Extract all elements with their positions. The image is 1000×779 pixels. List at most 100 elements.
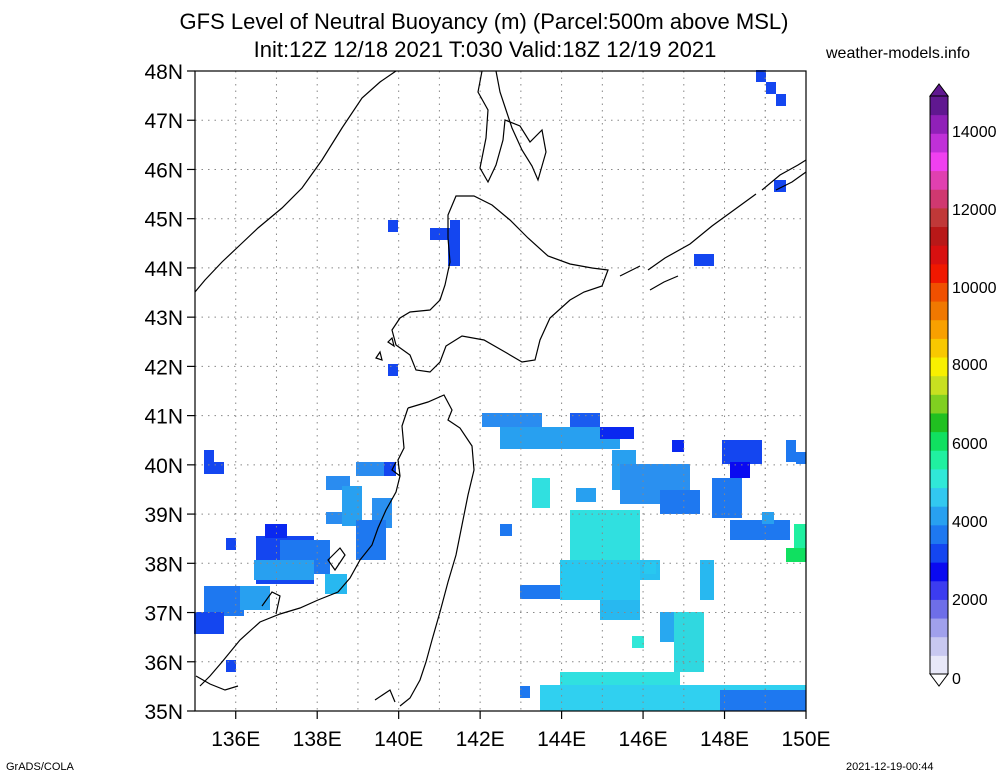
- field-cell: [796, 452, 806, 464]
- colorbar-swatch: [930, 468, 948, 489]
- coast-okushiri: [375, 336, 395, 361]
- lat-label: 37N: [144, 603, 183, 626]
- colorbar-swatch: [930, 506, 948, 526]
- coast-sado: [327, 547, 346, 572]
- buoyancy-field: [194, 70, 806, 711]
- field-cell: [756, 70, 766, 82]
- lat-label: 41N: [144, 406, 183, 429]
- lon-label: 144E: [537, 728, 586, 751]
- colorbar-label: 6000: [952, 436, 988, 453]
- field-cell: [482, 413, 542, 427]
- field-cell: [660, 490, 700, 514]
- field-cell: [730, 462, 750, 478]
- field-cell: [600, 427, 634, 439]
- lat-label: 45N: [144, 209, 183, 232]
- lat-label: 39N: [144, 504, 183, 527]
- coast-sakhalin: [477, 70, 547, 184]
- colorbar-swatch: [930, 133, 948, 153]
- colorbar-swatch: [930, 282, 948, 302]
- field-cell: [786, 548, 806, 562]
- lat-label: 47N: [144, 110, 183, 133]
- colorbar-swatch: [930, 170, 948, 190]
- colorbar-swatch: [930, 357, 948, 377]
- coast-asia: [194, 70, 397, 293]
- latitude-labels: 48N 47N 46N 45N 44N 43N 42N 41N 40N 39N 38N 37N 36N 3…: [144, 61, 195, 724]
- field-cell: [326, 512, 342, 524]
- field-cell: [342, 486, 362, 526]
- colorbar-swatch: [930, 599, 948, 619]
- site-credit: weather-models.info: [826, 45, 971, 62]
- colorbar-label: 10000: [952, 280, 997, 297]
- field-cell: [674, 612, 704, 672]
- field-cell: [388, 364, 398, 376]
- lat-label: 40N: [144, 455, 183, 478]
- colorbar-swatch: [930, 636, 948, 656]
- footer-grads-credit: GrADS/COLA: [6, 761, 74, 773]
- field-cell: [720, 690, 806, 711]
- field-cell: [632, 636, 644, 648]
- field-cell: [776, 94, 786, 106]
- colorbar-swatch: [930, 655, 948, 675]
- colorbar-label: 12000: [952, 202, 997, 219]
- field-cell: [388, 220, 398, 232]
- field-cell: [712, 478, 742, 518]
- colorbar-swatch: [930, 580, 948, 600]
- colorbar-swatch: [930, 450, 948, 470]
- field-cell: [214, 462, 224, 474]
- colorbar-frame: [929, 95, 949, 675]
- field-cell: [356, 462, 388, 476]
- lon-label: 140E: [374, 728, 423, 751]
- field-cell: [786, 440, 796, 462]
- colorbar-swatch: [930, 562, 948, 582]
- field-cell: [700, 560, 714, 600]
- colorbar-top-arrow: [929, 83, 949, 97]
- colorbar-label: 4000: [952, 514, 988, 531]
- field-cell: [766, 82, 776, 94]
- title-line-2: Init:12Z 12/18 2021 T:030 Valid:18Z 12/1…: [253, 37, 717, 62]
- lat-label: 42N: [144, 356, 183, 379]
- colorbar-swatch: [930, 245, 948, 265]
- colorbar-labels: 14000 12000 10000 8000 6000 4000 2000 0: [952, 124, 997, 688]
- colorbar: [929, 83, 949, 687]
- colorbar-swatch: [930, 226, 948, 246]
- colorbar-swatch: [930, 394, 948, 414]
- field-cell: [576, 488, 596, 502]
- colorbar-label: 0: [952, 671, 961, 688]
- coast-noto: [261, 591, 281, 615]
- colorbar-label: 8000: [952, 357, 988, 374]
- field-cell: [226, 660, 236, 672]
- colorbar-swatch: [930, 319, 948, 339]
- colorbar-swatch: [930, 301, 948, 321]
- field-cell: [730, 520, 790, 540]
- colorbar-swatch: [930, 207, 948, 228]
- field-cell: [325, 574, 347, 594]
- field-cell: [520, 585, 560, 599]
- field-cell: [520, 686, 530, 698]
- coast-oga: [391, 461, 401, 477]
- lon-label: 138E: [293, 728, 342, 751]
- field-cell: [194, 612, 224, 634]
- field-cell: [204, 450, 214, 474]
- field-cell: [532, 478, 550, 508]
- colorbar-swatch: [930, 431, 948, 451]
- field-cell: [265, 524, 287, 538]
- colorbar-swatch: [930, 263, 948, 283]
- colorbar-swatch: [930, 114, 948, 134]
- field-cell: [500, 524, 512, 536]
- colorbar-swatch: [930, 338, 948, 358]
- coast-honshu-north: [199, 394, 475, 707]
- map-gridlines: [195, 71, 806, 711]
- lat-label: 46N: [144, 159, 183, 182]
- field-cell: [226, 538, 236, 550]
- colorbar-swatch: [930, 543, 948, 563]
- colorbar-swatch: [930, 412, 948, 433]
- footer-timestamp: 2021-12-19-00:44: [846, 761, 934, 773]
- lat-label: 48N: [144, 61, 183, 84]
- colorbar-label: 2000: [952, 592, 988, 609]
- field-cell: [384, 462, 396, 476]
- coast-south-west: [195, 675, 396, 703]
- field-cell: [450, 220, 460, 232]
- lat-label: 44N: [144, 258, 183, 281]
- lon-label: 142E: [456, 728, 505, 751]
